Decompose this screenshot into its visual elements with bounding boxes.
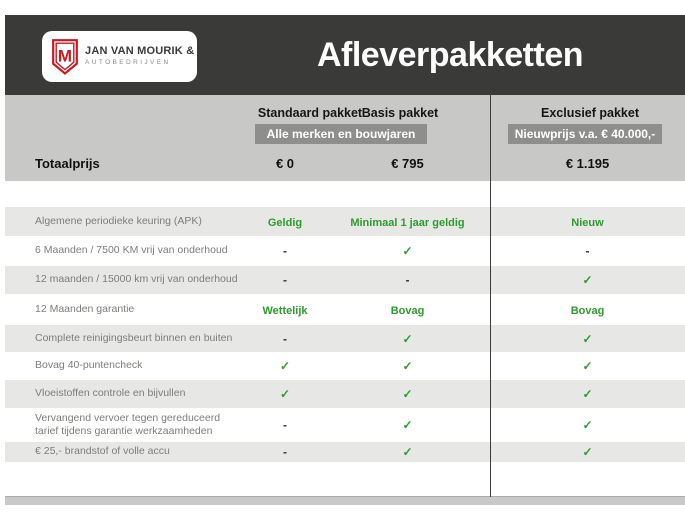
value-basis: Bovag <box>325 301 490 319</box>
check-icon: ✓ <box>402 418 413 432</box>
feature-label: Vloeistoffen controle en bijvullen <box>35 387 186 400</box>
text-value: Wettelijk <box>262 304 308 317</box>
check-icon: ✓ <box>582 387 593 401</box>
feature-label: 6 Maanden / 7500 KM vrij van onderhoud <box>35 244 228 257</box>
value-basis: ✓ <box>325 357 490 375</box>
column-header-standaard-pakket: Standaard pakket <box>257 106 363 120</box>
logo-text: JAN VAN MOURIK & ZN AUTOBEDRIJVEN <box>85 46 213 66</box>
company-logo: M JAN VAN MOURIK & ZN AUTOBEDRIJVEN <box>42 31 212 82</box>
total-price-label: Totaalprijs <box>35 155 100 171</box>
table-row: Vervangend vervoer tegen gereduceerd tar… <box>5 408 685 442</box>
text-value: Nieuw <box>571 216 604 229</box>
table-row: 12 Maanden garantie Wettelijk Bovag Bova… <box>5 294 685 325</box>
banner-nieuwprijs: Nieuwprijs v.a. € 40.000,- <box>508 124 662 144</box>
value-exclusief: - <box>490 242 685 260</box>
value-standaard: ✓ <box>245 385 325 403</box>
text-value: Bovag <box>570 304 605 317</box>
value-standaard: - <box>245 443 325 461</box>
feature-label: Complete reinigingsbeurt binnen en buite… <box>35 331 233 344</box>
check-icon: ✓ <box>402 387 413 401</box>
feature-label: 12 Maanden garantie <box>35 302 135 315</box>
value-basis: Minimaal 1 jaar geldig <box>325 213 490 231</box>
banner-alle-merken: Alle merken en bouwjaren <box>255 124 427 144</box>
check-icon: ✓ <box>582 359 593 373</box>
page-title: Afleverpakketten <box>316 35 584 74</box>
content-area: M JAN VAN MOURIK & ZN AUTOBEDRIJVEN Afle… <box>5 15 685 505</box>
value-standaard: Wettelijk <box>245 301 325 319</box>
text-value: Bovag <box>390 304 425 317</box>
check-icon: ✓ <box>402 244 413 258</box>
check-icon: ✓ <box>402 445 413 459</box>
value-standaard: - <box>245 416 325 434</box>
table-row: Algemene periodieke keuring (APK) Geldig… <box>5 207 685 236</box>
value-standaard: - <box>245 242 325 260</box>
text-value: Geldig <box>267 216 303 229</box>
value-basis: ✓ <box>325 416 490 434</box>
value-exclusief: ✓ <box>490 330 685 348</box>
feature-label: Algemene periodieke keuring (APK) <box>35 214 202 227</box>
feature-rows: Algemene periodieke keuring (APK) Geldig… <box>5 207 685 462</box>
dash-value: - <box>283 244 287 258</box>
value-basis: - <box>325 271 490 289</box>
value-exclusief: Nieuw <box>490 213 685 231</box>
dash-value: - <box>283 273 287 287</box>
value-standaard: - <box>245 330 325 348</box>
dash-value: - <box>585 244 590 258</box>
value-basis: ✓ <box>325 330 490 348</box>
page-header: M JAN VAN MOURIK & ZN AUTOBEDRIJVEN Afle… <box>5 15 685 95</box>
table-row: Bovag 40-puntencheck ✓ ✓ ✓ <box>5 352 685 380</box>
logo-subtitle: AUTOBEDRIJVEN <box>85 58 171 66</box>
value-exclusief: ✓ <box>490 385 685 403</box>
table-row: 12 maanden / 15000 km vrij van onderhoud… <box>5 266 685 294</box>
value-exclusief: ✓ <box>490 271 685 289</box>
check-icon: ✓ <box>582 273 593 287</box>
check-icon: ✓ <box>582 445 593 459</box>
check-icon: ✓ <box>279 359 291 373</box>
logo-company-name: JAN VAN MOURIK & ZN <box>85 45 213 58</box>
table-row: € 25,- brandstof of volle accu - ✓ ✓ <box>5 442 685 462</box>
value-exclusief: ✓ <box>490 357 685 375</box>
dash-value: - <box>283 331 287 346</box>
check-icon: ✓ <box>582 418 593 432</box>
price-basis: € 795 <box>391 155 424 171</box>
value-exclusief: Bovag <box>490 301 685 319</box>
value-exclusief: ✓ <box>490 443 685 461</box>
value-standaard: Geldig <box>245 213 325 231</box>
package-header-band: Standaard pakket Basis pakket Exclusief … <box>5 95 685 181</box>
column-header-basis-pakket: Basis pakket <box>361 106 439 120</box>
dash-value: - <box>283 418 287 432</box>
value-basis: ✓ <box>325 385 490 403</box>
shield-monogram-icon: M <box>52 38 78 75</box>
value-basis: ✓ <box>325 242 490 260</box>
spacer <box>5 181 685 207</box>
table-row: Vloeistoffen controle en bijvullen ✓ ✓ ✓ <box>5 380 685 408</box>
value-standaard: - <box>245 271 325 289</box>
check-icon: ✓ <box>402 331 413 346</box>
check-icon: ✓ <box>582 331 593 346</box>
svg-text:M: M <box>58 46 72 65</box>
check-icon: ✓ <box>279 387 291 401</box>
bottom-strip <box>5 496 685 505</box>
text-value: Minimaal 1 jaar geldig <box>350 216 465 229</box>
bottom-spacer <box>5 462 685 496</box>
feature-label: Bovag 40-puntencheck <box>35 359 143 372</box>
price-exclusief: € 1.195 <box>565 155 610 171</box>
value-basis: ✓ <box>325 443 490 461</box>
dash-value: - <box>283 445 287 459</box>
table-row: Complete reinigingsbeurt binnen en buite… <box>5 325 685 352</box>
total-price-row: Totaalprijs € 0 € 795 € 1.195 <box>5 150 685 176</box>
feature-label: 12 maanden / 15000 km vrij van onderhoud <box>35 273 238 286</box>
feature-label: € 25,- brandstof of volle accu <box>35 445 170 458</box>
column-header-exclusief-pakket: Exclusief pakket <box>541 106 639 120</box>
value-standaard: ✓ <box>245 357 325 375</box>
table-row: 6 Maanden / 7500 KM vrij van onderhoud -… <box>5 236 685 266</box>
value-exclusief: ✓ <box>490 416 685 434</box>
dash-value: - <box>405 273 410 287</box>
feature-label: Vervangend vervoer tegen gereduceerd tar… <box>35 411 221 437</box>
column-divider-line <box>490 95 491 497</box>
check-icon: ✓ <box>402 359 413 373</box>
price-standaard: € 0 <box>275 155 295 171</box>
